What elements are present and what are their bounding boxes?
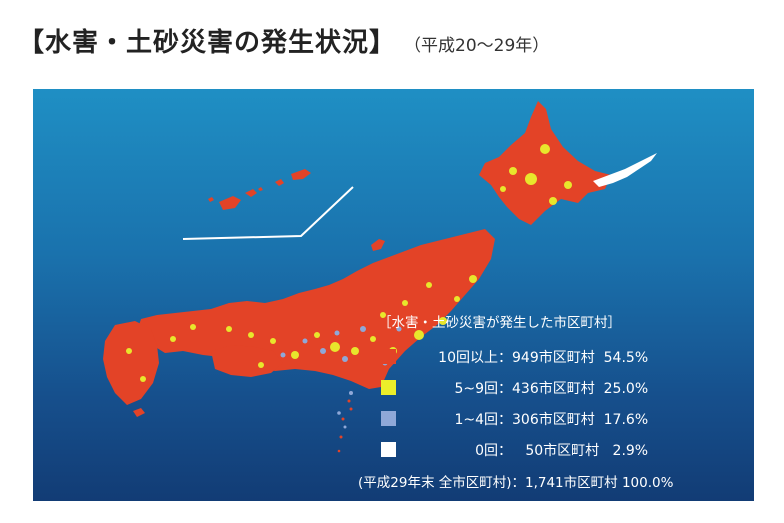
legend-total: (平成29年末 全市区町村)：1,741市区町村 100.0% — [358, 475, 674, 491]
page-subtitle: （平成20〜29年） — [404, 36, 550, 56]
legend: ［水害・土砂災害が発生した市区町村］ 10回以上： 949市区町村 54.5% … — [358, 311, 673, 491]
legend-title: ［水害・土砂災害が発生した市区町村］ — [378, 315, 621, 331]
legend-label: 5~9回： — [454, 380, 512, 397]
legend-percent: 2.9% — [612, 442, 649, 459]
legend-item-1to4: 1~4回： 306市区町村 17.6% — [378, 403, 673, 434]
legend-label: 1~4回： — [454, 411, 512, 428]
swatch-blue — [381, 411, 396, 426]
swatch-white — [381, 442, 396, 457]
legend-count: 306市区町村 — [512, 411, 595, 428]
legend-percent: 17.6% — [603, 411, 649, 428]
legend-label: 10回以上： — [438, 349, 512, 366]
legend-item-0: 0回： 50市区町村 2.9% — [378, 434, 673, 465]
legend-label: 0回： — [475, 442, 512, 459]
legend-percent: 54.5% — [603, 349, 649, 366]
legend-count: 50市区町村 — [525, 442, 600, 459]
inset-divider — [182, 186, 354, 240]
okinawa-islands — [208, 169, 311, 210]
hokkaido — [479, 101, 611, 225]
legend-count: 436市区町村 — [512, 380, 595, 397]
legend-item-5to9: 5~9回： 436市区町村 25.0% — [378, 372, 673, 403]
izu-islands — [337, 399, 353, 453]
southern-island — [133, 408, 145, 417]
northern-islands — [593, 153, 657, 187]
legend-item-10plus: 10回以上： 949市区町村 54.5% — [378, 341, 673, 372]
page-title: 【水害・土砂災害の発生状況】 — [18, 28, 397, 58]
blue-patches — [280, 326, 402, 429]
shikoku — [211, 345, 283, 377]
japan-map — [103, 101, 657, 453]
header: 【水害・土砂災害の発生状況】 （平成20〜29年） — [18, 22, 549, 62]
swatch-red — [381, 349, 396, 364]
swatch-yellow — [381, 380, 396, 395]
map-panel: ［水害・土砂災害が発生した市区町村］ 10回以上： 949市区町村 54.5% … — [33, 89, 754, 501]
kyushu — [103, 321, 159, 405]
legend-percent: 25.0% — [603, 380, 649, 397]
sado-island — [371, 239, 385, 251]
legend-count: 949市区町村 — [512, 349, 595, 366]
yellow-patches — [126, 144, 572, 382]
